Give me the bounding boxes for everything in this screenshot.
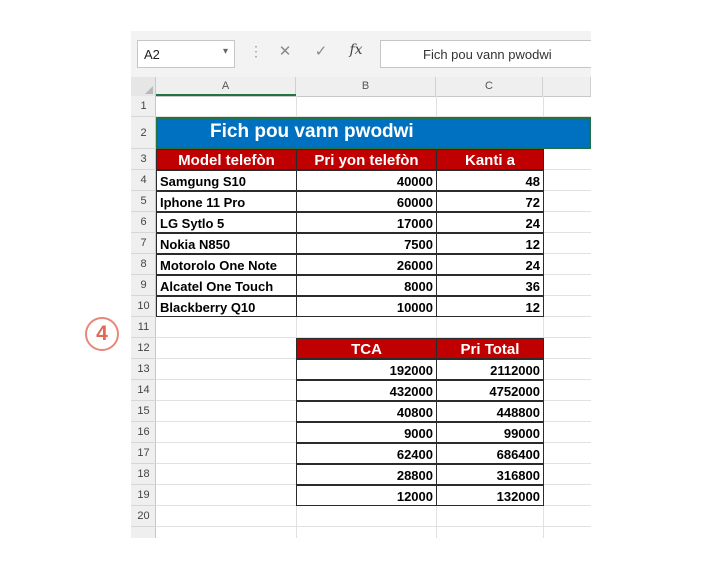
header-total-price[interactable]: Pri Total [436,338,544,359]
row-header-8[interactable]: 8 [131,254,156,275]
cell-tca[interactable]: 9000 [296,422,437,443]
cell-price[interactable]: 60000 [296,191,437,212]
cell-tca[interactable]: 12000 [296,485,437,506]
worksheet-grid: A B C 1 2 3 4 5 6 7 8 9 10 11 12 13 14 1… [131,77,591,538]
cell-model[interactable]: Nokia N850 [156,233,297,254]
row-header-3[interactable]: 3 [131,149,156,170]
cell-price[interactable]: 26000 [296,254,437,275]
cell-total[interactable]: 686400 [436,443,544,464]
cell-model[interactable]: Samgung S10 [156,170,297,191]
cell-price[interactable]: 7500 [296,233,437,254]
row-header-19[interactable]: 19 [131,485,156,506]
cell-quantity[interactable]: 12 [436,296,544,317]
cell-total[interactable]: 448800 [436,401,544,422]
cell-model[interactable]: Blackberry Q10 [156,296,297,317]
row-header-18[interactable]: 18 [131,464,156,485]
step-number-badge: 4 [85,317,119,351]
chevron-down-icon[interactable]: ▾ [222,46,228,57]
row-header-13[interactable]: 13 [131,359,156,380]
row-header-4[interactable]: 4 [131,170,156,191]
insert-function-icon[interactable]: fx [349,42,363,58]
column-header-bar: A B C [131,77,591,97]
row-header-1[interactable]: 1 [131,96,156,117]
cell-total[interactable]: 4752000 [436,380,544,401]
cell-price[interactable]: 8000 [296,275,437,296]
name-box[interactable]: A2 ▾ [137,40,235,68]
confirm-icon[interactable]: ✓ [314,43,328,60]
cancel-icon[interactable]: ✕ [278,43,292,60]
header-price[interactable]: Pri yon telefòn [296,149,437,170]
cell-price[interactable]: 10000 [296,296,437,317]
gridline [156,337,591,338]
row-header-17[interactable]: 17 [131,443,156,464]
formula-bar: A2 ▾ ⋮ ✕ ✓ fx Fich pou vann pwodwi [131,31,591,78]
grip-icon: ⋮ [249,43,263,59]
gridline [156,116,591,117]
header-model[interactable]: Model telefòn [156,149,297,170]
cell-quantity[interactable]: 24 [436,254,544,275]
row-header-12[interactable]: 12 [131,338,156,359]
cell-total[interactable]: 132000 [436,485,544,506]
row-header-5[interactable]: 5 [131,191,156,212]
cell-tca[interactable]: 432000 [296,380,437,401]
row-header-9[interactable]: 9 [131,275,156,296]
cell-tca[interactable]: 62400 [296,443,437,464]
gridline [543,96,544,538]
cell-model[interactable]: Iphone 11 Pro [156,191,297,212]
column-header-a[interactable]: A [156,77,296,96]
row-header-15[interactable]: 15 [131,401,156,422]
row-header-20[interactable]: 20 [131,506,156,527]
row-header-7[interactable]: 7 [131,233,156,254]
gridline [436,96,437,538]
cell-total[interactable]: 99000 [436,422,544,443]
cell-quantity[interactable]: 48 [436,170,544,191]
cell-tca[interactable]: 192000 [296,359,437,380]
select-all-corner[interactable] [131,77,156,96]
row-header-2[interactable]: 2 [131,117,156,149]
header-tca[interactable]: TCA [296,338,437,359]
selected-column-marker [156,94,296,96]
column-header-d[interactable] [543,77,591,96]
cell-model[interactable]: Alcatel One Touch [156,275,297,296]
header-quantity[interactable]: Kanti a [436,149,544,170]
cell-quantity[interactable]: 12 [436,233,544,254]
cell-model[interactable]: LG Sytlo 5 [156,212,297,233]
column-header-c[interactable]: C [436,77,543,96]
row-header-6[interactable]: 6 [131,212,156,233]
cell-tca[interactable]: 40800 [296,401,437,422]
formula-input[interactable]: Fich pou vann pwodwi [380,40,591,68]
title-band[interactable]: Fich pou vann pwodwi [157,118,591,148]
cell-model[interactable]: Motorolo One Note [156,254,297,275]
select-all-icon [145,86,153,94]
cell-price[interactable]: 17000 [296,212,437,233]
gridline [156,526,591,527]
name-box-value: A2 [144,47,160,62]
sheet-title: Fich pou vann pwodwi [210,121,414,142]
row-header-bar: 1 2 3 4 5 6 7 8 9 10 11 12 13 14 15 16 1… [131,96,156,538]
cell-area[interactable]: Fich pou vann pwodwi Model telefòn Pri y… [156,96,591,538]
cell-tca[interactable]: 28800 [296,464,437,485]
cell-quantity[interactable]: 36 [436,275,544,296]
cell-total[interactable]: 316800 [436,464,544,485]
row-header-10[interactable]: 10 [131,296,156,317]
cell-price[interactable]: 40000 [296,170,437,191]
gridline [296,96,297,538]
column-header-b[interactable]: B [296,77,436,96]
row-header-16[interactable]: 16 [131,422,156,443]
formula-text: Fich pou vann pwodwi [423,47,552,62]
cell-total[interactable]: 2112000 [436,359,544,380]
cell-quantity[interactable]: 72 [436,191,544,212]
row-header-14[interactable]: 14 [131,380,156,401]
cell-quantity[interactable]: 24 [436,212,544,233]
spreadsheet-window: A2 ▾ ⋮ ✕ ✓ fx Fich pou vann pwodwi A B C… [131,31,591,538]
row-header-11[interactable]: 11 [131,317,156,338]
